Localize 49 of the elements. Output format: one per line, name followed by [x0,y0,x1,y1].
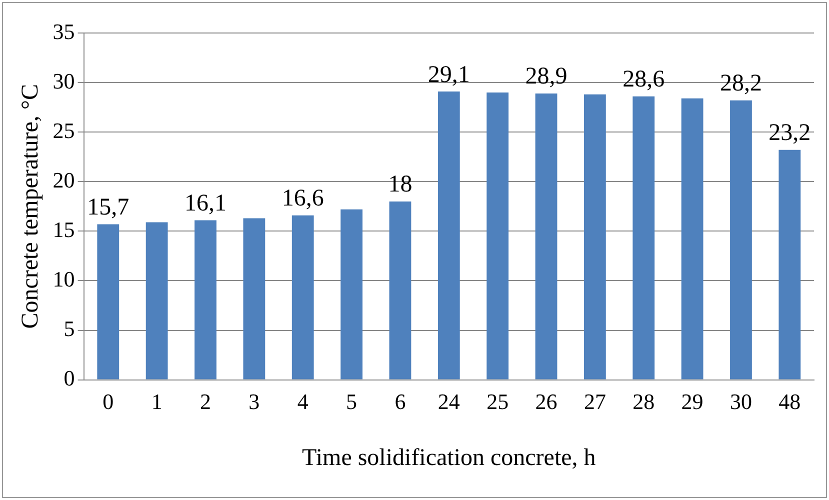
y-tick-label: 30 [52,68,75,94]
data-label: 28,2 [720,70,762,97]
x-tick-label: 3 [248,388,260,414]
y-axis-title: Concrete temperature, °C [18,84,44,329]
y-tick-label: 20 [52,167,75,192]
bar [97,224,120,380]
data-label: 18 [388,172,412,198]
y-tick-label: 10 [52,266,75,292]
bar [389,201,412,380]
bar [730,100,752,380]
bar [584,94,606,380]
x-tick-label: 5 [346,388,358,414]
y-tick-label: 25 [52,118,75,143]
x-tick-label: 6 [394,388,406,414]
bar [632,96,655,380]
bar [146,222,168,380]
data-label: 28,6 [622,66,665,93]
x-tick-label: 1 [151,388,162,414]
x-tick-label: 4 [297,388,308,414]
y-tick-label: 35 [52,18,75,44]
y-tick-label: 0 [64,366,75,391]
data-label: 28,9 [525,64,568,90]
x-tick-label: 30 [730,388,752,414]
x-tick-label: 29 [681,388,704,414]
bar [340,209,362,380]
x-tick-label: 27 [584,388,606,414]
x-tick-label: 25 [486,388,509,414]
bar [292,215,314,380]
x-tick-label: 0 [102,388,114,414]
data-label: 23,2 [768,120,811,146]
bar [438,91,460,380]
bar [681,98,704,380]
data-label: 16,6 [282,186,324,212]
bar [778,150,801,380]
data-label: 15,7 [87,194,130,221]
x-tick-label: 26 [535,388,558,414]
y-tick-label: 15 [52,216,75,242]
bar [243,218,266,380]
x-axis-title: Time solidification concrete, h [302,444,596,471]
bar [194,220,216,380]
bar [486,92,509,380]
bar [535,93,558,380]
x-tick-label: 2 [200,388,211,414]
x-tick-label: 28 [632,388,655,414]
data-label: 16,1 [184,190,226,217]
data-label: 29,1 [428,62,470,88]
y-tick-label: 5 [64,316,75,342]
x-tick-label: 48 [778,388,801,414]
x-tick-label: 24 [438,388,460,414]
